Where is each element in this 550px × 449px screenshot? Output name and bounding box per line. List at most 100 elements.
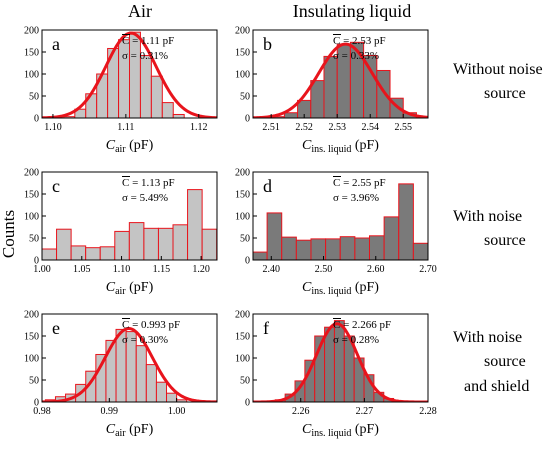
histogram-bar — [114, 230, 130, 260]
x-tick-label: 2.50 — [315, 264, 333, 275]
x-tick-label: 0.99 — [101, 406, 119, 417]
row-label-line: With noise — [453, 329, 522, 346]
gaussian-fit-curve — [42, 327, 217, 402]
x-axis-label-symbol: C — [106, 138, 116, 153]
y-tick-label: 200 — [24, 168, 39, 179]
mean-value: = 2.53 pF — [340, 35, 385, 47]
x-tick-label: 0.98 — [33, 406, 51, 417]
mean-annotation: C = 1.11 pF — [122, 35, 174, 47]
histogram-bar — [201, 228, 217, 260]
sigma-annotation: σ = 0.33% — [333, 50, 379, 62]
histogram-bar — [376, 69, 391, 118]
histogram-bar — [70, 245, 87, 260]
x-axis-label-unit: (pF) — [126, 280, 154, 295]
histogram-bar — [85, 247, 101, 260]
histogram-bar — [157, 227, 174, 260]
histogram-panel-f: 0 50 100 150 200 2.26 2.27 2.28 f C = 2.266 pF σ =… — [235, 310, 437, 440]
gaussian-fit-curve — [253, 42, 428, 118]
histogram-bar — [325, 238, 341, 260]
x-axis-label: Cair (pF) — [106, 422, 154, 439]
x-axis-label: Cair (pF) — [106, 138, 154, 155]
x-tick-label: 1.00 — [33, 264, 51, 275]
y-tick-label: 150 — [24, 332, 39, 343]
histogram-bar — [354, 237, 370, 260]
y-tick-label: 200 — [235, 168, 250, 179]
sigma-annotation: σ = 5.49% — [122, 192, 168, 204]
histogram-panel-b: 0 50 100 150 200 2.51 2.52 2.53 2.54 2.55 b C = 2.5… — [235, 26, 429, 155]
histogram-bar — [281, 236, 297, 260]
y-tick-label: 50 — [29, 92, 39, 103]
histogram-panel-c: 0 50 100 150 200 1.00 1.05 1.10 1.15 1.20 c C = 1.1… — [24, 168, 218, 297]
x-axis-label-subscript: air — [115, 286, 126, 297]
row-label-without-noise: Without noise source — [453, 61, 543, 102]
histogram-bar — [333, 320, 345, 402]
x-tick-label: 2.27 — [356, 406, 374, 417]
row-label-line: source — [484, 85, 526, 102]
histogram-bars — [42, 189, 217, 260]
row-label-line: source — [484, 353, 526, 370]
y-tick-label: 0 — [245, 398, 250, 409]
y-tick-label: 150 — [24, 48, 39, 59]
mean-annotation: C = 0.993 pF — [122, 319, 180, 331]
x-axis-label-symbol: C — [302, 422, 312, 437]
x-axis-label-symbol: C — [302, 138, 312, 153]
histogram-bar — [166, 392, 178, 402]
mean-symbol: C — [333, 35, 340, 47]
histogram-bar — [145, 364, 157, 402]
x-axis-label-subscript: ins. liquid — [311, 144, 351, 155]
mean-value: = 2.55 pF — [340, 177, 385, 189]
histogram-bar — [172, 113, 185, 118]
x-axis-label-symbol: C — [302, 280, 312, 295]
histogram-bar — [310, 80, 325, 118]
x-tick-label: 1.10 — [44, 122, 62, 133]
mean-value: = 0.993 pF — [129, 319, 180, 331]
x-tick-label: 1.20 — [192, 264, 210, 275]
y-tick-label: 100 — [235, 212, 250, 223]
x-axis-label-symbol: C — [106, 422, 116, 437]
histogram-bar — [283, 112, 299, 118]
x-axis-label-subscript: ins. liquid — [311, 286, 351, 297]
histogram-bars — [63, 31, 185, 118]
y-tick-label: 150 — [24, 190, 39, 201]
histogram-bar — [187, 189, 203, 260]
histogram-bar — [99, 246, 116, 260]
histogram-bar — [128, 222, 145, 260]
histogram-bar — [172, 224, 189, 260]
x-tick-label: 2.55 — [394, 122, 412, 133]
x-tick-label: 1.12 — [190, 122, 208, 133]
y-tick-label: 200 — [24, 310, 39, 321]
mean-symbol: C — [122, 35, 129, 47]
histogram-bar — [339, 236, 356, 260]
x-axis-label: Cins. liquid (pF) — [302, 280, 379, 297]
histogram-panel-e: 0 50 100 150 200 0.98 0.99 1.00 e C = 0.993 pF σ =… — [24, 310, 218, 439]
histogram-bar — [323, 55, 338, 118]
row-label-with-noise: With noise source — [453, 208, 526, 249]
y-tick-label: 100 — [24, 354, 39, 365]
x-tick-label: 1.10 — [113, 264, 131, 275]
y-tick-label: 150 — [235, 332, 250, 343]
histogram-bars — [270, 41, 417, 118]
histogram-panel-d: 0 50 100 150 200 2.40 2.50 2.60 2.70 d C = 2.55 pF… — [235, 168, 437, 298]
x-axis-label-symbol: C — [106, 280, 116, 295]
sigma-annotation: σ = 0.31% — [122, 50, 168, 62]
x-tick-label: 2.54 — [361, 122, 379, 133]
histogram-bar — [398, 183, 414, 260]
x-tick-label: 2.70 — [419, 264, 437, 275]
x-tick-label: 1.15 — [153, 264, 171, 275]
y-tick-label: 0 — [245, 114, 250, 125]
column-title-insulating-liquid: Insulating liquid — [293, 1, 412, 21]
histogram-bar — [143, 227, 159, 260]
y-axis-label: Counts — [0, 210, 18, 258]
y-tick-label: 200 — [235, 26, 250, 37]
y-tick-label: 100 — [24, 70, 39, 81]
x-axis-label-unit: (pF) — [126, 422, 154, 437]
mean-annotation: C = 2.266 pF — [333, 319, 391, 331]
x-axis-label-subscript: air — [115, 144, 126, 155]
x-tick-label: 2.26 — [292, 406, 310, 417]
panel-letter: c — [52, 176, 60, 196]
histogram-bar — [161, 102, 174, 118]
column-title-air: Air — [128, 1, 152, 21]
y-tick-label: 100 — [235, 70, 250, 81]
y-tick-label: 100 — [235, 354, 250, 365]
